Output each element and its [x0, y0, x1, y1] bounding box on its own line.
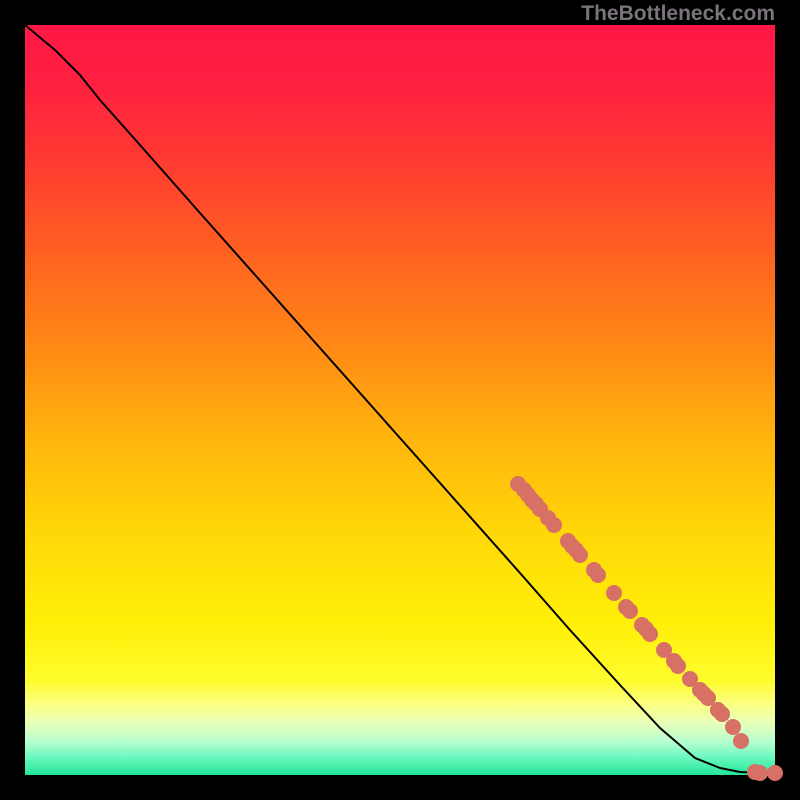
marker-group [510, 476, 783, 781]
data-marker [622, 603, 638, 619]
data-marker [606, 585, 622, 601]
data-marker [725, 719, 741, 735]
chart-root: TheBottleneck.com [0, 0, 800, 800]
data-marker [767, 765, 783, 781]
data-marker [670, 658, 686, 674]
data-marker [714, 706, 730, 722]
chart-overlay [0, 0, 800, 800]
data-marker [733, 733, 749, 749]
data-marker [590, 567, 606, 583]
data-marker [642, 626, 658, 642]
watermark-text: TheBottleneck.com [581, 2, 775, 26]
data-marker [752, 765, 768, 781]
data-marker [546, 517, 562, 533]
bottleneck-curve [25, 25, 775, 773]
data-marker [572, 547, 588, 563]
